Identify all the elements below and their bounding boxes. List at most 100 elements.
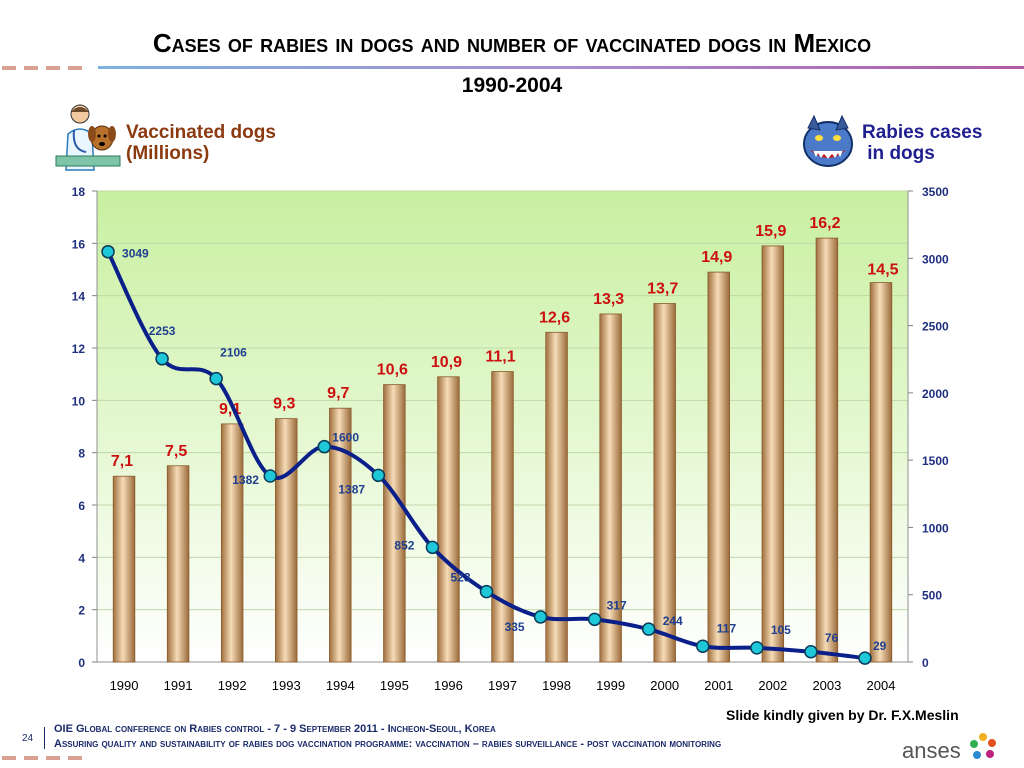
bar bbox=[599, 313, 622, 663]
x-tick-label: 2000 bbox=[650, 678, 679, 693]
chart-subtitle: 1990-2004 bbox=[461, 74, 563, 97]
bar-value-label: 13,3 bbox=[593, 291, 624, 308]
rabies-marker bbox=[209, 371, 223, 386]
x-tick-label: 1991 bbox=[164, 678, 193, 693]
left-tick-label: 2 bbox=[78, 604, 85, 618]
rabies-value-label: 852 bbox=[394, 538, 414, 552]
rabies-value-label: 3049 bbox=[122, 247, 149, 261]
x-tick-label: 1999 bbox=[596, 678, 625, 693]
right-tick-label: 3000 bbox=[922, 252, 949, 266]
left-axis-title-line1: Vaccinated dogs bbox=[126, 122, 276, 143]
right-tick-label: 0 bbox=[922, 656, 929, 670]
rabies-marker bbox=[371, 468, 386, 483]
rabies-marker bbox=[263, 469, 277, 483]
brand-name: anses bbox=[902, 738, 961, 763]
right-tick-label: 3500 bbox=[922, 185, 949, 199]
rabies-marker bbox=[425, 540, 440, 555]
rabies-value-label: 317 bbox=[607, 598, 627, 612]
bar bbox=[112, 475, 136, 663]
bar-value-label: 9,3 bbox=[273, 396, 295, 413]
bottom-dashes bbox=[0, 756, 120, 760]
bar bbox=[653, 303, 676, 663]
x-tick-label: 1995 bbox=[380, 678, 409, 693]
bar-value-label: 10,9 bbox=[431, 354, 462, 371]
bar-value-label: 12,6 bbox=[539, 309, 570, 326]
bar-value-label: 13,7 bbox=[647, 281, 678, 298]
bar-value-label: 10,6 bbox=[377, 362, 408, 379]
bar-value-label: 14,9 bbox=[701, 249, 732, 266]
bar-value-label: 9,7 bbox=[327, 385, 349, 402]
x-tick-label: 2001 bbox=[704, 678, 733, 693]
x-tick-label: 1996 bbox=[434, 678, 463, 693]
rabies-marker bbox=[155, 352, 169, 366]
left-tick-label: 14 bbox=[72, 290, 86, 304]
bar bbox=[761, 245, 785, 663]
left-tick-label: 8 bbox=[78, 447, 85, 461]
bar bbox=[220, 423, 244, 663]
x-tick-label: 1992 bbox=[218, 678, 247, 693]
bar bbox=[275, 418, 298, 663]
rabies-marker bbox=[696, 639, 710, 654]
rabies-value-label: 2106 bbox=[220, 346, 247, 360]
x-tick-label: 1994 bbox=[326, 678, 355, 693]
left-tick-label: 6 bbox=[78, 499, 85, 513]
left-axis-title-line2: (Millions) bbox=[126, 143, 210, 164]
rabies-value-label: 1600 bbox=[332, 431, 359, 445]
footer-conference-line: OIE Global conference on Rabies control … bbox=[54, 723, 496, 735]
rabies-value-label: 1387 bbox=[338, 482, 365, 496]
title-underline bbox=[98, 66, 1024, 69]
rabies-value-label: 523 bbox=[451, 571, 471, 585]
footer-subtitle-line: Assuring quality and sustainability of r… bbox=[54, 738, 722, 750]
bar bbox=[383, 384, 406, 663]
bar bbox=[491, 371, 514, 663]
left-tick-label: 10 bbox=[72, 394, 86, 408]
top-dashes bbox=[0, 66, 98, 70]
rabies-marker bbox=[587, 612, 602, 627]
left-axis-title: Vaccinated dogs (Millions) bbox=[126, 122, 276, 164]
rabies-marker bbox=[479, 584, 494, 599]
x-tick-label: 2004 bbox=[867, 678, 896, 693]
right-tick-label: 500 bbox=[922, 589, 942, 603]
right-tick-label: 1500 bbox=[922, 454, 949, 468]
x-tick-label: 2002 bbox=[758, 678, 787, 693]
rabies-marker bbox=[750, 641, 764, 655]
right-axis-title-line1: Rabies cases bbox=[862, 122, 983, 143]
bar-value-label: 7,5 bbox=[165, 443, 187, 460]
rabies-value-label: 335 bbox=[505, 620, 525, 634]
bar bbox=[869, 282, 893, 663]
footer-separator bbox=[44, 727, 45, 749]
left-tick-label: 0 bbox=[78, 656, 85, 670]
right-axis-title-line2: in dogs bbox=[862, 143, 935, 164]
rabies-value-label: 244 bbox=[663, 614, 683, 628]
bar-value-label: 7,1 bbox=[111, 453, 133, 470]
right-tick-label: 1000 bbox=[922, 521, 949, 535]
x-tick-label: 1998 bbox=[542, 678, 571, 693]
rabies-value-label: 117 bbox=[717, 621, 737, 635]
anses-logo-icon bbox=[970, 733, 996, 759]
bar bbox=[437, 376, 460, 663]
credit-text: Slide kindly given by Dr. F.X.Meslin bbox=[726, 707, 959, 723]
veterinarian-with-dog-icon bbox=[55, 104, 121, 171]
bar bbox=[166, 465, 190, 663]
rabies-value-label: 29 bbox=[873, 639, 887, 653]
left-tick-label: 16 bbox=[72, 237, 86, 251]
bar bbox=[329, 407, 352, 663]
page-title: Cases of rabies in dogs and number of va… bbox=[152, 28, 872, 58]
bar bbox=[815, 237, 839, 663]
right-tick-label: 2500 bbox=[922, 320, 949, 334]
bar-value-label: 14,5 bbox=[867, 262, 898, 279]
rabies-value-label: 1382 bbox=[232, 473, 259, 487]
right-axis-title: Rabies cases in dogs bbox=[862, 122, 982, 164]
rabies-marker bbox=[804, 645, 818, 659]
x-tick-label: 1990 bbox=[110, 678, 139, 693]
rabies-marker bbox=[858, 651, 872, 665]
left-tick-label: 12 bbox=[72, 342, 86, 356]
bar-value-label: 15,9 bbox=[755, 223, 786, 240]
bar bbox=[545, 331, 568, 663]
x-tick-label: 1997 bbox=[488, 678, 517, 693]
rabies-value-label: 105 bbox=[771, 623, 791, 637]
bar-value-label: 11,1 bbox=[485, 349, 515, 366]
left-tick-label: 4 bbox=[78, 551, 85, 565]
bar-value-label: 16,2 bbox=[809, 215, 840, 232]
